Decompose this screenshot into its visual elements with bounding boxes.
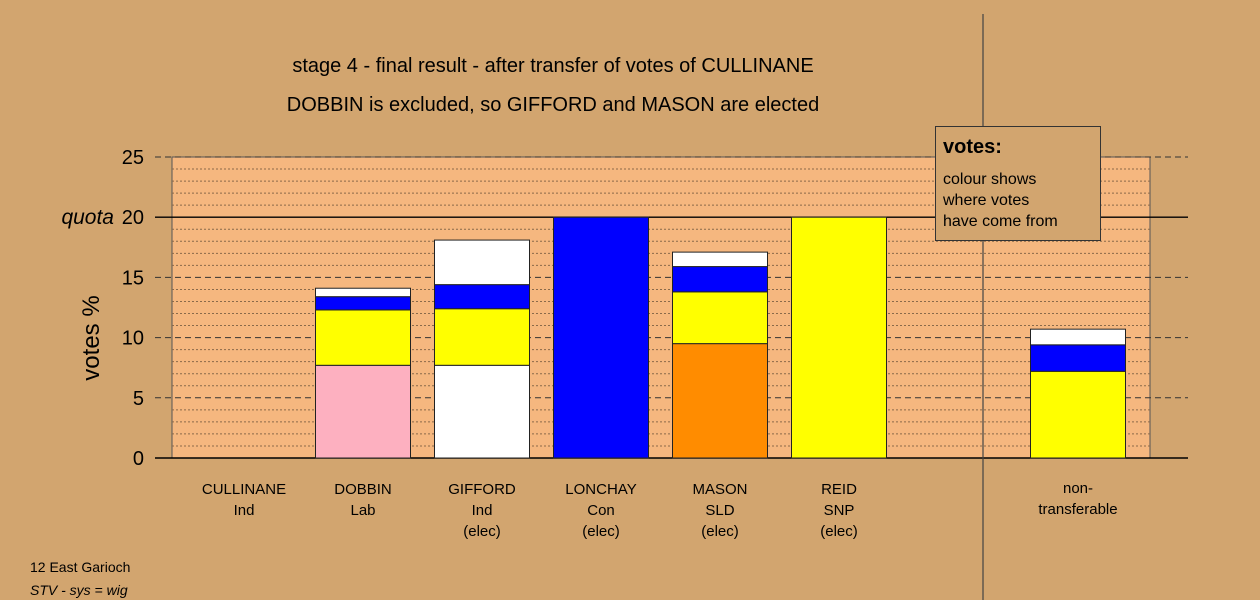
candidate-status: (elec) <box>463 523 501 540</box>
candidate-status: (elec) <box>820 523 858 540</box>
candidate-party: Lab <box>350 502 376 519</box>
bar-segment <box>553 216 649 459</box>
candidate-party: transferable <box>1038 501 1118 518</box>
footer-system: STV - sys = wig <box>30 582 128 598</box>
candidate-name: GIFFORD <box>448 481 516 498</box>
category-label: non-transferable <box>1018 478 1138 520</box>
category-label: CULLINANE Ind <box>184 479 304 521</box>
bar-segment <box>672 291 768 345</box>
category-label: GIFFORD Ind (elec) <box>422 479 542 542</box>
bar-segment <box>672 343 768 459</box>
bar-segment <box>315 287 411 298</box>
bar-segment <box>315 364 411 459</box>
candidate-name: MASON <box>692 481 748 498</box>
category-label: LONCHAY Con (elec) <box>541 479 661 542</box>
bar-segment <box>1030 328 1126 346</box>
bar-segment <box>434 364 530 459</box>
bar-segment <box>434 239 530 286</box>
legend-box: votes: colour shows where votes have com… <box>935 126 1101 241</box>
legend-title: votes: <box>943 136 1002 158</box>
bar-segment <box>315 309 411 366</box>
y-tick-label: 10 <box>122 328 144 350</box>
bar-segment <box>1030 370 1126 459</box>
y-tick-label: 25 <box>122 147 144 169</box>
legend-line: colour shows <box>943 171 1037 188</box>
candidate-party: Ind <box>233 502 255 519</box>
quota-label: quota <box>61 206 114 229</box>
bar-segment <box>672 251 768 268</box>
chart-title-line1: stage 4 - final result - after transfer … <box>292 55 814 77</box>
footer-area-name: 12 East Garioch <box>30 559 131 575</box>
category-label: MASON SLD (elec) <box>660 479 780 542</box>
candidate-party: Con <box>587 502 615 519</box>
bar-segment <box>672 266 768 293</box>
y-tick-label: 15 <box>122 267 144 289</box>
candidate-status: (elec) <box>701 523 739 540</box>
chart-title-line2: DOBBIN is excluded, so GIFFORD and MASON… <box>286 94 820 116</box>
category-label: DOBBIN Lab <box>303 479 423 521</box>
bar-segment <box>434 284 530 310</box>
bar-segment <box>1030 344 1126 372</box>
candidate-party: SNP <box>823 502 855 519</box>
candidate-party: Ind <box>471 502 493 519</box>
y-tick-label: 20 <box>122 207 144 229</box>
candidate-party: SLD <box>705 502 735 519</box>
legend-line: where votes <box>943 192 1030 209</box>
legend-line: have come from <box>943 213 1058 230</box>
candidate-name: REID <box>821 481 857 498</box>
candidate-name: CULLINANE <box>201 481 287 498</box>
candidate-name: non- <box>1062 480 1094 497</box>
bar-segment <box>315 296 411 311</box>
y-tick-label: 5 <box>133 388 144 410</box>
candidate-name: LONCHAY <box>565 481 637 498</box>
y-tick-label: 0 <box>133 448 144 470</box>
bar-segment <box>434 308 530 366</box>
category-label: REID SNP (elec) <box>779 479 899 542</box>
candidate-name: DOBBIN <box>334 481 392 498</box>
y-axis-label: votes % <box>78 295 105 380</box>
candidate-status: (elec) <box>582 523 620 540</box>
bar-segment <box>791 216 887 459</box>
